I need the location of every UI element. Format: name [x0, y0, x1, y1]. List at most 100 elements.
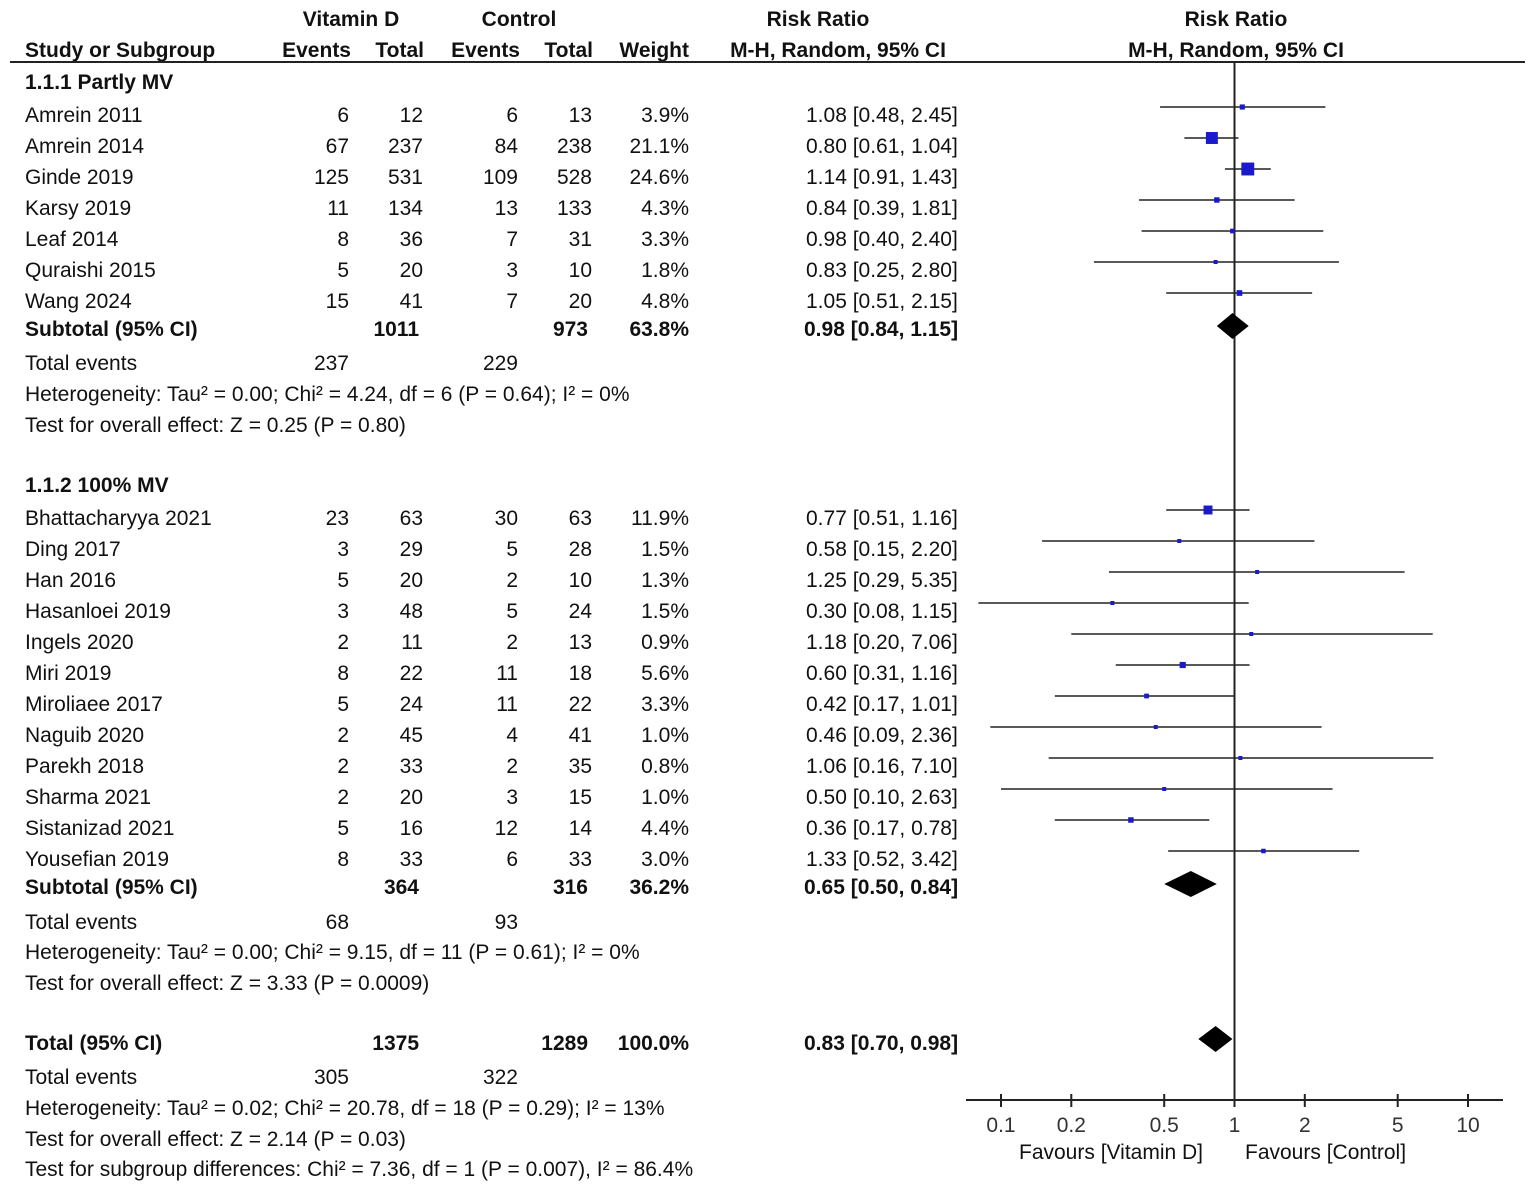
point-estimate-marker — [1128, 817, 1134, 823]
study-events-control: 11 — [496, 693, 518, 716]
summary-diamond — [1164, 871, 1217, 897]
study-total-control: 24 — [568, 600, 592, 623]
study-events-vitamin-d: 67 — [325, 135, 349, 158]
header-control: Control — [481, 8, 557, 31]
summary-diamond — [1216, 313, 1249, 339]
study-total-vitamin-d: 20 — [399, 786, 423, 809]
study-total-control: 10 — [568, 569, 592, 592]
study-events-vitamin-d: 8 — [337, 662, 349, 685]
study-weight: 21.1% — [629, 135, 689, 158]
point-estimate-marker — [1255, 570, 1260, 574]
study-events-control: 3 — [506, 259, 518, 282]
study-events-control: 11 — [496, 662, 518, 685]
subtotal-total-vitamin-d: 364 — [383, 876, 419, 899]
study-total-control: 15 — [568, 786, 592, 809]
study-name: Bhattacharyya 2021 — [25, 507, 212, 530]
study-events-control: 12 — [494, 817, 518, 840]
header-events-2: Events — [451, 39, 520, 62]
study-events-control: 5 — [506, 538, 518, 561]
study-total-control: 31 — [568, 228, 592, 251]
total-total-vitamin-d: 1375 — [372, 1032, 419, 1055]
study-weight: 4.8% — [641, 290, 689, 313]
subtotal-total-vitamin-d: 1011 — [373, 318, 419, 341]
study-total-control: 35 — [568, 755, 592, 778]
point-estimate-marker — [1153, 725, 1158, 729]
study-total-vitamin-d: 20 — [399, 259, 423, 282]
study-events-vitamin-d: 2 — [337, 755, 349, 778]
study-events-vitamin-d: 3 — [337, 600, 349, 623]
study-total-control: 41 — [568, 724, 592, 747]
total-total-control: 1289 — [541, 1032, 588, 1055]
study-events-control: 2 — [506, 631, 518, 654]
point-estimate-marker — [1205, 132, 1218, 144]
study-weight: 1.5% — [641, 538, 689, 561]
study-name: Ding 2017 — [25, 538, 121, 561]
study-risk-ratio-ci: 1.08 [0.48, 2.45] — [806, 104, 958, 127]
study-risk-ratio-ci: 1.33 [0.52, 3.42] — [806, 848, 958, 871]
study-total-vitamin-d: 134 — [387, 197, 423, 220]
x-axis-tick-label: 2 — [1299, 1114, 1311, 1137]
point-estimate-marker — [1110, 601, 1115, 605]
study-name: Hasanloei 2019 — [25, 600, 171, 623]
study-risk-ratio-ci: 0.50 [0.10, 2.63] — [806, 786, 958, 809]
point-estimate-marker — [1238, 756, 1243, 760]
study-weight: 3.0% — [641, 848, 689, 871]
study-risk-ratio-ci: 0.77 [0.51, 1.16] — [806, 507, 958, 530]
study-weight: 3.3% — [641, 228, 689, 251]
total-events-label: Total events — [25, 911, 138, 934]
subtotal-risk-ratio-ci: 0.98 [0.84, 1.15] — [804, 318, 959, 341]
point-estimate-marker — [1236, 290, 1243, 296]
header-method-left: M-H, Random, 95% CI — [730, 39, 946, 62]
subtotal-label: Subtotal (95% CI) — [25, 876, 198, 899]
study-events-control: 7 — [506, 290, 518, 313]
study-name: Sistanizad 2021 — [25, 817, 175, 840]
point-estimate-marker — [1230, 228, 1235, 234]
study-risk-ratio-ci: 0.42 [0.17, 1.01] — [806, 693, 958, 716]
study-events-control: 2 — [506, 569, 518, 592]
study-total-vitamin-d: 531 — [387, 166, 423, 189]
header-weight: Weight — [619, 39, 689, 62]
header-total-2: Total — [544, 39, 593, 62]
subtotal-total-control: 973 — [552, 318, 588, 341]
total-risk-ratio-ci: 0.83 [0.70, 0.98] — [804, 1032, 959, 1055]
x-axis-tick-label: 0.1 — [986, 1114, 1015, 1137]
study-events-control: 2 — [506, 755, 518, 778]
point-estimate-marker — [1249, 632, 1254, 636]
total-weight: 100.0% — [617, 1032, 689, 1055]
study-total-control: 20 — [568, 290, 592, 313]
study-name: Wang 2024 — [25, 290, 132, 313]
study-name: Amrein 2014 — [25, 135, 145, 158]
study-total-control: 22 — [568, 693, 592, 716]
study-total-control: 14 — [568, 817, 592, 840]
overall-effect-text: Test for overall effect: Z = 3.33 (P = 0… — [25, 972, 430, 995]
point-estimate-marker — [1214, 197, 1220, 203]
total-events-label: Total events — [25, 352, 138, 375]
study-name: Miri 2019 — [25, 662, 112, 685]
favours-vitamin-d-label: Favours [Vitamin D] — [1019, 1141, 1204, 1164]
study-events-control: 6 — [506, 104, 518, 127]
total-events-control: 229 — [482, 352, 518, 375]
study-name: Han 2016 — [25, 569, 117, 592]
study-name: Miroliaee 2017 — [25, 693, 163, 716]
x-axis-tick-label: 10 — [1456, 1114, 1479, 1137]
study-total-vitamin-d: 33 — [399, 755, 423, 778]
x-axis-tick-label: 5 — [1392, 1114, 1404, 1137]
subgroup-differences-text: Test for subgroup differences: Chi² = 7.… — [25, 1158, 694, 1181]
subtotal-risk-ratio-ci: 0.65 [0.50, 0.84] — [804, 876, 959, 899]
point-estimate-marker — [1261, 848, 1266, 854]
study-total-vitamin-d: 20 — [399, 569, 423, 592]
study-total-control: 238 — [556, 135, 592, 158]
study-events-control: 7 — [506, 228, 518, 251]
study-total-control: 33 — [568, 848, 592, 871]
point-estimate-marker — [1177, 539, 1182, 543]
study-risk-ratio-ci: 0.58 [0.15, 2.20] — [806, 538, 958, 561]
study-total-vitamin-d: 41 — [399, 290, 423, 313]
point-estimate-marker — [1203, 505, 1213, 515]
subtotal-total-control: 316 — [552, 876, 588, 899]
study-events-control: 4 — [506, 724, 518, 747]
study-events-control: 13 — [494, 197, 518, 220]
study-total-vitamin-d: 11 — [401, 631, 423, 654]
study-events-vitamin-d: 8 — [337, 848, 349, 871]
study-total-control: 13 — [568, 631, 592, 654]
